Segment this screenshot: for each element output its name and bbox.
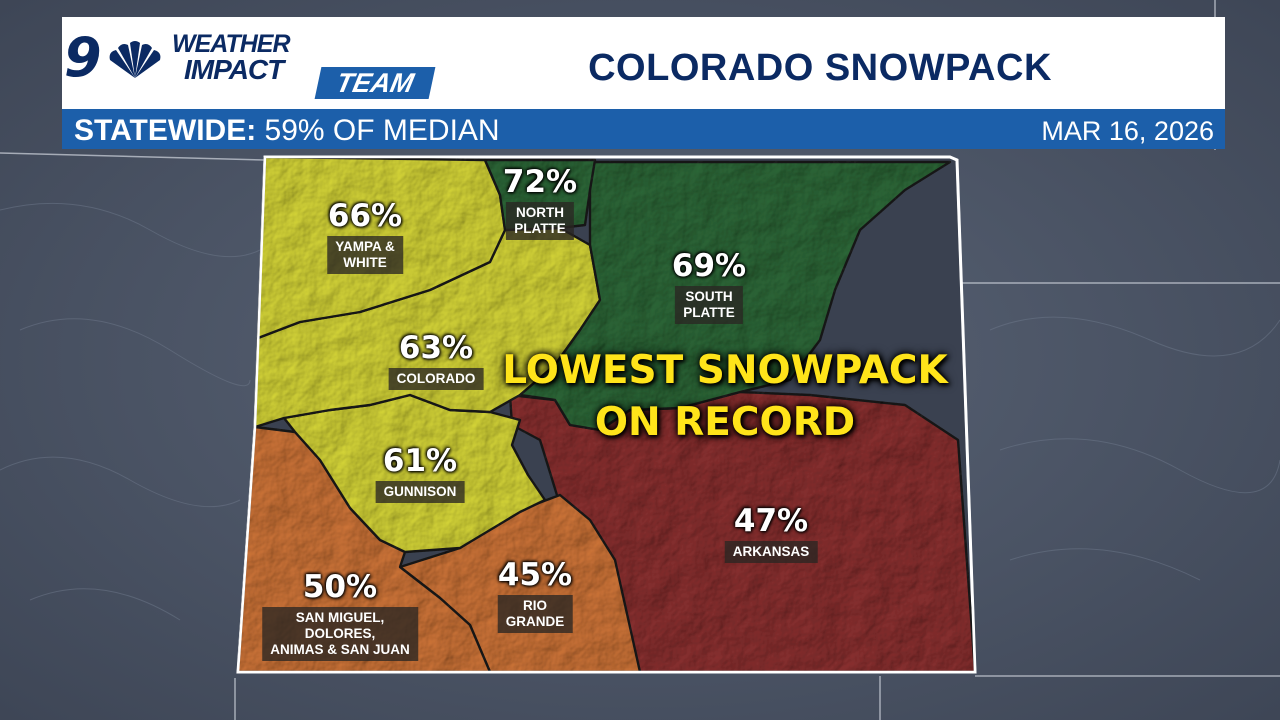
- region-name: NORTH PLATTE: [506, 202, 574, 240]
- region-percent: 66%: [327, 198, 403, 234]
- label-yampa-white: 66% YAMPA & WHITE: [327, 198, 403, 274]
- logo-team-badge: TEAM: [314, 67, 436, 99]
- label-south-platte: 69% SOUTH PLATTE: [672, 248, 746, 324]
- statewide-label: STATEWIDE:: [74, 114, 257, 147]
- region-name: SAN MIGUEL, DOLORES, ANIMAS & SAN JUAN: [262, 607, 418, 661]
- label-north-platte: 72% NORTH PLATTE: [503, 164, 577, 240]
- region-percent: 61%: [382, 443, 458, 479]
- region-name: RIO GRANDE: [497, 595, 573, 633]
- label-gunnison: 61% GUNNISON: [375, 443, 465, 503]
- region-name: COLORADO: [388, 368, 484, 390]
- region-percent: 63%: [398, 330, 474, 366]
- peacock-icon: [109, 41, 161, 78]
- headline-callout: LOWEST SNOWPACK ON RECORD: [502, 345, 947, 449]
- region-name: ARKANSAS: [724, 541, 818, 563]
- label-rio-grande: 45% RIO GRANDE: [497, 557, 573, 633]
- statewide-value: 59% OF MEDIAN: [264, 114, 500, 147]
- region-name: SOUTH PLATTE: [675, 286, 743, 324]
- date-label: MAR 16, 2026: [1041, 116, 1214, 146]
- statewide-summary: STATEWIDE: 59% OF MEDIAN: [74, 114, 500, 148]
- region-percent: 69%: [671, 248, 747, 284]
- channel-nine-mark: 9: [64, 26, 102, 89]
- region-name: YAMPA & WHITE: [327, 236, 403, 274]
- region-percent: 50%: [302, 569, 378, 605]
- station-logo: 9 WEATHER IMPACT TEAM: [64, 26, 444, 102]
- page-title: COLORADO SNOWPACK: [588, 47, 1052, 89]
- label-san-miguel: 50% SAN MIGUEL, DOLORES, ANIMAS & SAN JU…: [262, 569, 418, 661]
- headline-line-2: ON RECORD: [594, 400, 856, 445]
- header-bar: [62, 17, 1225, 109]
- statewide-bar: [62, 109, 1225, 149]
- logo-impact-text: IMPACT: [184, 54, 284, 85]
- region-percent: 45%: [497, 557, 573, 593]
- headline-line-1: LOWEST SNOWPACK: [502, 348, 948, 393]
- label-arkansas: 47% ARKANSAS: [724, 503, 818, 563]
- region-percent: 72%: [502, 164, 578, 200]
- region-percent: 47%: [733, 503, 809, 539]
- label-colorado: 63% COLORADO: [388, 330, 484, 390]
- region-name: GUNNISON: [375, 481, 465, 503]
- logo-weather-text: WEATHER: [172, 30, 291, 58]
